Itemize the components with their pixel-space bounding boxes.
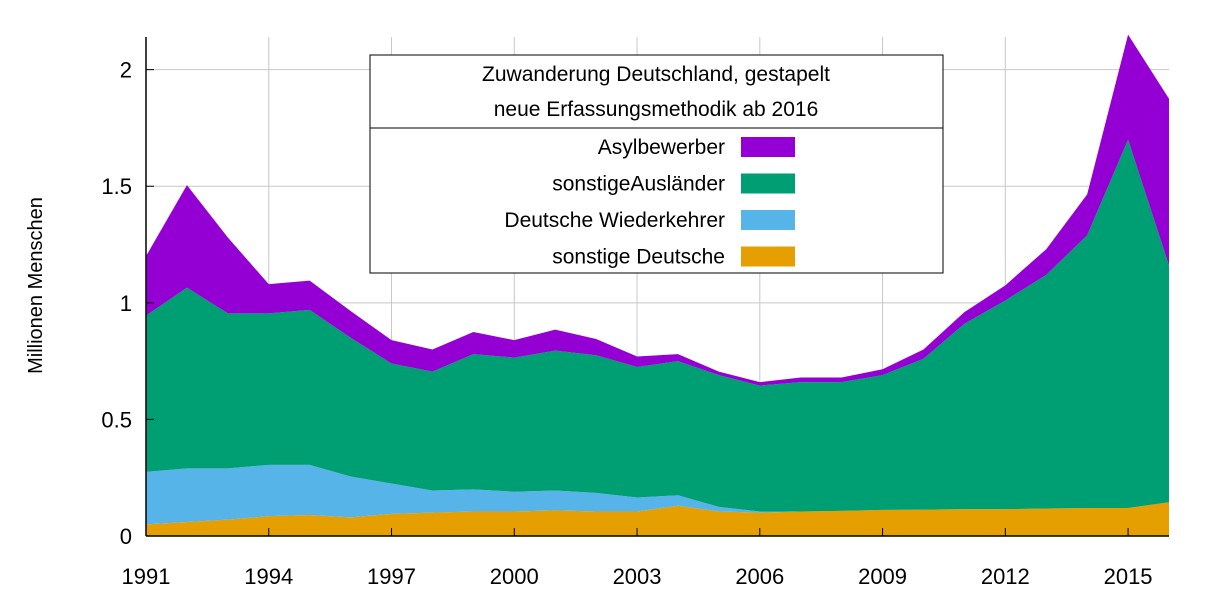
x-tick-label: 2009 (858, 564, 907, 589)
x-tick-label: 2012 (981, 564, 1030, 589)
area-deutsche-wiederkehrer (146, 464, 1169, 525)
area-sonstigeausländer (146, 139, 1169, 512)
legend-label: Asylbewerber (598, 136, 725, 159)
x-tick-label: 1994 (244, 564, 293, 589)
chart-title-line-2: neue Erfassungsmethodik ab 2016 (494, 98, 819, 121)
y-tick-label: 0 (120, 524, 132, 549)
legend: Zuwanderung Deutschland, gestapelt neue E… (369, 54, 944, 274)
x-tick-label: 2006 (735, 564, 784, 589)
area-series (146, 34, 1169, 536)
legend-label: Deutsche Wiederkehrer (504, 209, 725, 232)
legend-box (369, 54, 944, 274)
y-axis-label: Millionen Menschen (25, 197, 47, 374)
legend-swatch (741, 210, 795, 230)
axes: 1991 1994 1997 2000 2003 2006 2009 2012 2015 0 0.5… (25, 37, 1169, 589)
legend-label: sonstigeAusländer (552, 173, 725, 196)
y-tick-label: 1 (120, 291, 132, 316)
area-sonstige-deutsche (146, 502, 1169, 536)
x-tick-label: 2015 (1104, 564, 1153, 589)
legend-swatch (741, 246, 795, 267)
y-tick-label: 1.5 (101, 174, 132, 199)
legend-swatch (741, 173, 795, 194)
x-tick-label: 1991 (122, 564, 171, 589)
legend-label: sonstige Deutsche (552, 246, 725, 269)
x-tick-label: 1997 (367, 564, 416, 589)
x-tick-label: 2000 (490, 564, 539, 589)
chart-title-line-1: Zuwanderung Deutschland, gestapelt (482, 63, 830, 86)
legend-swatch (741, 137, 795, 157)
y-tick-label: 0.5 (101, 407, 132, 432)
y-tick-label: 2 (120, 58, 132, 83)
x-tick-label: 2003 (613, 564, 662, 589)
